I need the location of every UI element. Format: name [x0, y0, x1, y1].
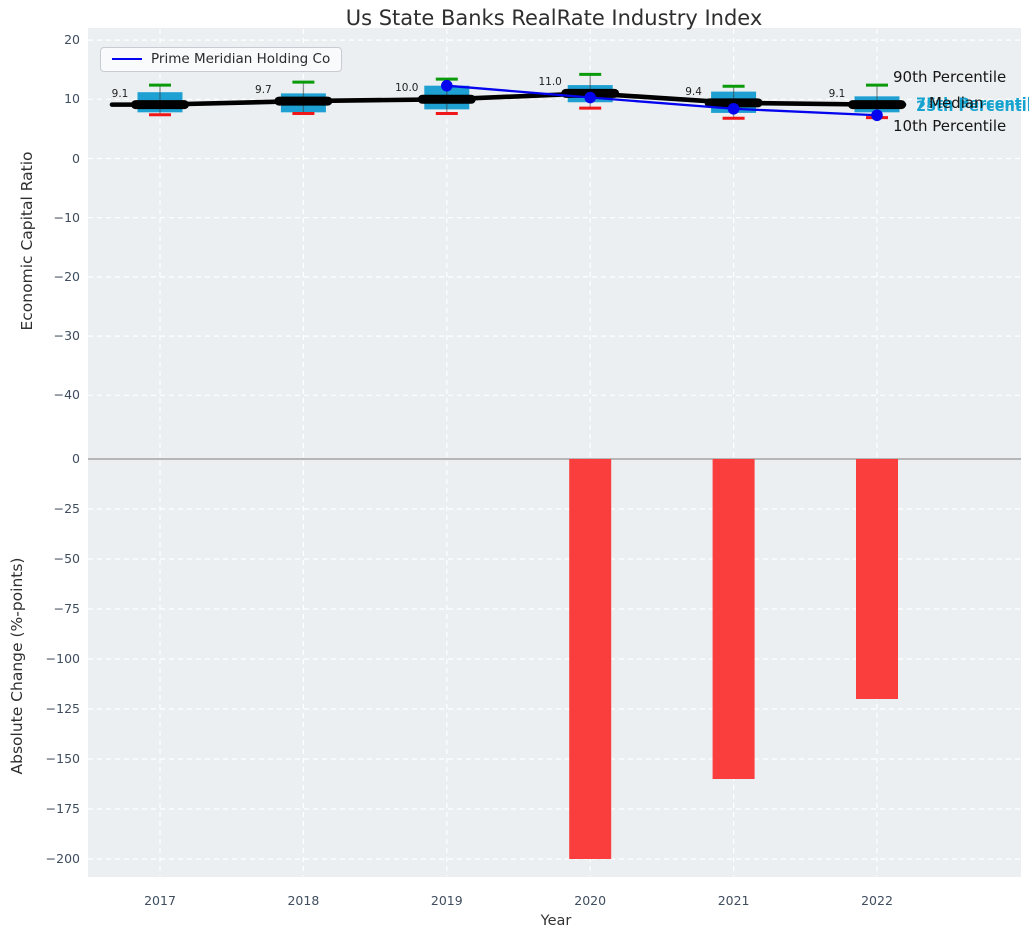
y-tick-label-bottom: −75	[53, 601, 80, 616]
x-tick-label: 2021	[717, 893, 750, 908]
legend-line-icon	[112, 58, 142, 60]
x-tick-label: 2020	[574, 893, 607, 908]
bar-2020	[569, 459, 612, 859]
y-tick-label-top: −40	[53, 387, 80, 403]
median-annotation-2021: 9.4	[685, 85, 702, 98]
y-tick-label-bottom: 0	[72, 451, 80, 466]
y-tick-label-top: −10	[53, 209, 80, 225]
bar-2022	[856, 459, 898, 699]
median-annotation-2019: 10.0	[395, 82, 419, 95]
y-tick-label-bottom: −150	[45, 751, 80, 766]
percentile-label-median: Median	[929, 94, 984, 112]
company-marker-2020	[584, 91, 596, 104]
median-marker-2019	[417, 94, 476, 104]
median-annotation-2022: 9.1	[828, 87, 846, 100]
y-tick-label-top: −20	[53, 268, 80, 284]
chart-title: Us State Banks RealRate Industry Index	[345, 6, 763, 30]
x-tick-label: 2019	[430, 893, 463, 908]
median-annotation-2017: 9.1	[111, 87, 129, 100]
y-tick-label-bottom: −100	[45, 651, 80, 666]
y-tick-label-top: 0	[72, 150, 80, 166]
company-marker-2021	[727, 102, 740, 115]
bar-2021	[712, 459, 755, 779]
percentile-label-25th: 25th Percentile	[916, 99, 1029, 115]
company-line	[446, 84, 878, 117]
median-annotation-2018: 9.7	[255, 84, 272, 97]
median-marker-2021	[704, 98, 763, 108]
x-axis-label: Year	[540, 913, 572, 929]
company-marker-2019	[441, 79, 453, 92]
y-tick-label-top: −30	[53, 328, 80, 344]
y-tick-label-bottom: −200	[45, 851, 80, 866]
x-tick-label: 2017	[144, 893, 176, 908]
y-tick-label-top: 10	[64, 91, 80, 107]
y-axis-label-top: Economic Capital Ratio	[18, 151, 36, 331]
percentile-label-90th: 90th Percentile	[893, 68, 1007, 86]
percentile-label-75th: 75th Percentile	[916, 96, 1029, 112]
legend: Prime Meridian Holding Co	[100, 47, 343, 72]
y-tick-label-bottom: −175	[45, 801, 80, 816]
y-tick-label-bottom: −125	[45, 701, 80, 716]
median-annotation-2020: 11.0	[538, 76, 562, 89]
median-marker-2018	[274, 96, 333, 106]
x-tick-label: 2022	[861, 893, 893, 908]
legend-label: Prime Meridian Holding Co	[151, 51, 331, 67]
x-tick-label: 2018	[287, 893, 320, 908]
company-marker-2022	[871, 109, 883, 122]
percentile-label-10th: 10th Percentile	[893, 117, 1007, 135]
y-tick-label-bottom: −25	[53, 501, 80, 516]
y-tick-label-bottom: −50	[53, 551, 80, 566]
median-marker-2022	[848, 100, 906, 110]
median-marker-2017	[131, 100, 189, 110]
y-tick-label-top: 20	[64, 32, 80, 48]
